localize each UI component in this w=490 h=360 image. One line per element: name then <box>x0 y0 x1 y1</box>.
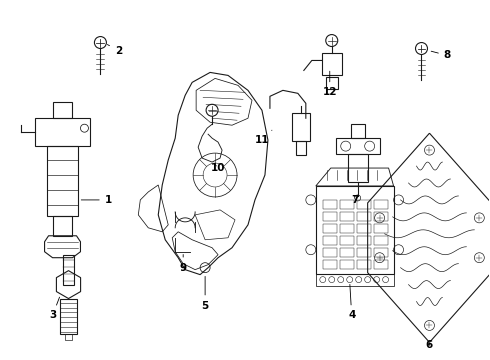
Bar <box>323 200 337 209</box>
Bar <box>374 260 388 269</box>
Bar <box>357 212 370 221</box>
Bar <box>340 236 354 245</box>
Bar <box>336 138 380 154</box>
Bar <box>59 298 77 334</box>
Bar <box>374 224 388 233</box>
Bar <box>340 224 354 233</box>
Bar <box>340 248 354 257</box>
Bar <box>292 113 310 141</box>
Bar <box>63 255 74 285</box>
Bar <box>35 118 91 146</box>
Bar <box>340 200 354 209</box>
Text: 8: 8 <box>431 50 451 60</box>
Bar <box>357 200 370 209</box>
Bar <box>340 260 354 269</box>
Bar <box>357 236 370 245</box>
Text: 5: 5 <box>201 276 209 311</box>
Bar <box>357 248 370 257</box>
Bar <box>348 154 368 182</box>
Bar <box>52 102 73 118</box>
Bar <box>326 77 338 89</box>
Bar <box>323 248 337 257</box>
Bar <box>323 224 337 233</box>
Bar <box>374 212 388 221</box>
Bar <box>374 248 388 257</box>
Bar <box>340 212 354 221</box>
Bar <box>322 54 342 75</box>
Text: 2: 2 <box>107 45 122 55</box>
Bar <box>323 260 337 269</box>
Text: 7: 7 <box>351 195 358 205</box>
Text: 4: 4 <box>348 284 355 320</box>
Bar <box>323 236 337 245</box>
Bar <box>357 260 370 269</box>
Text: 6: 6 <box>426 340 433 350</box>
Bar <box>323 212 337 221</box>
Bar <box>351 124 365 138</box>
Bar <box>296 141 306 155</box>
Bar <box>316 274 393 285</box>
Bar <box>47 146 78 216</box>
Text: 11: 11 <box>255 130 272 145</box>
Bar <box>374 200 388 209</box>
Text: 9: 9 <box>180 255 187 273</box>
Text: 3: 3 <box>49 297 60 320</box>
Bar <box>357 224 370 233</box>
Text: 12: 12 <box>322 71 337 97</box>
Text: 1: 1 <box>81 195 112 205</box>
Bar <box>316 186 393 274</box>
Bar <box>374 236 388 245</box>
Text: 10: 10 <box>211 163 225 173</box>
Bar <box>52 216 73 236</box>
